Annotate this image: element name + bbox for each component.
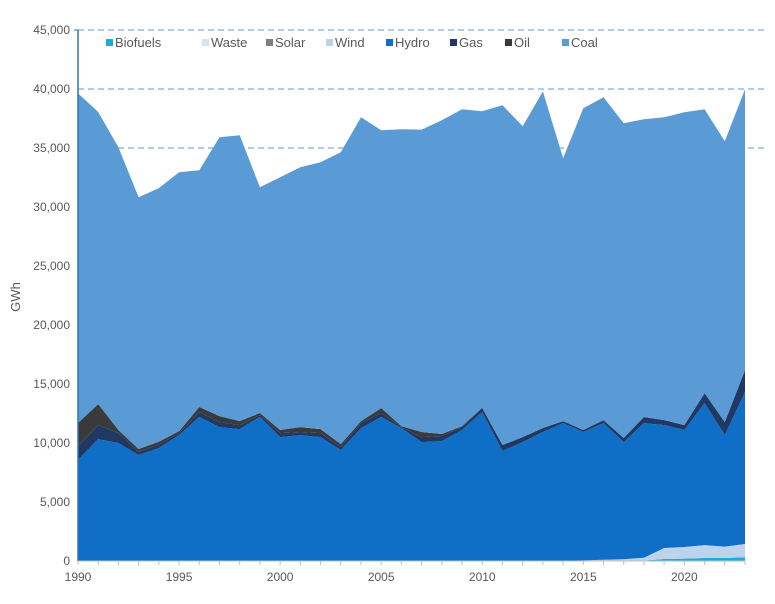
legend-swatch [266, 39, 273, 46]
x-tick-label: 1990 [65, 570, 92, 584]
y-axis-title: GWh [8, 282, 23, 312]
legend-item-waste: Waste [202, 35, 247, 50]
legend-swatch [450, 39, 457, 46]
legend-label: Oil [514, 35, 530, 50]
x-tick-label: 2020 [671, 570, 698, 584]
legend-swatch [386, 39, 393, 46]
legend-swatch [505, 39, 512, 46]
y-tick-label: 40,000 [33, 82, 70, 96]
legend-label: Coal [571, 35, 598, 50]
x-tick-label: 2000 [267, 570, 294, 584]
y-tick-label: 45,000 [33, 23, 70, 37]
x-axis-ticks: 1990 1995 2000 2005 2010 2015 2020 [65, 561, 746, 584]
x-tick-label: 2010 [469, 570, 496, 584]
legend-label: Biofuels [115, 35, 162, 50]
legend-label: Gas [459, 35, 483, 50]
y-tick-label: 35,000 [33, 141, 70, 155]
legend-label: Hydro [395, 35, 430, 50]
legend-label: Waste [211, 35, 247, 50]
legend-item-gas: Gas [450, 35, 483, 50]
y-tick-label: 15,000 [33, 377, 70, 391]
legend: Biofuels Waste Solar Wind Hydro Gas Oil Coal [106, 35, 598, 50]
x-tick-label: 1995 [166, 570, 193, 584]
y-tick-label: 5,000 [40, 495, 70, 509]
legend-item-coal: Coal [562, 35, 598, 50]
legend-label: Wind [335, 35, 365, 50]
area-gas [78, 370, 745, 460]
y-tick-label: 10,000 [33, 436, 70, 450]
legend-item-biofuels: Biofuels [106, 35, 162, 50]
legend-swatch [326, 39, 333, 46]
x-tick-label: 2005 [368, 570, 395, 584]
legend-swatch [202, 39, 209, 46]
legend-item-solar: Solar [266, 35, 306, 50]
series-areas [78, 89, 745, 561]
y-tick-label: 20,000 [33, 318, 70, 332]
legend-swatch [106, 39, 113, 46]
y-tick-label: 25,000 [33, 259, 70, 273]
y-tick-label: 0 [63, 554, 70, 568]
legend-item-oil: Oil [505, 35, 530, 50]
x-tick-label: 2015 [570, 570, 597, 584]
legend-swatch [562, 39, 569, 46]
axes [77, 30, 745, 562]
area-hydro [78, 392, 745, 561]
legend-item-wind: Wind [326, 35, 365, 50]
y-axis-ticks: 0 5,000 10,000 15,000 20,000 25,000 30,000 35,0… [33, 23, 78, 568]
area-coal [78, 89, 745, 449]
legend-label: Solar [275, 35, 306, 50]
y-tick-label: 30,000 [33, 200, 70, 214]
legend-item-hydro: Hydro [386, 35, 430, 50]
